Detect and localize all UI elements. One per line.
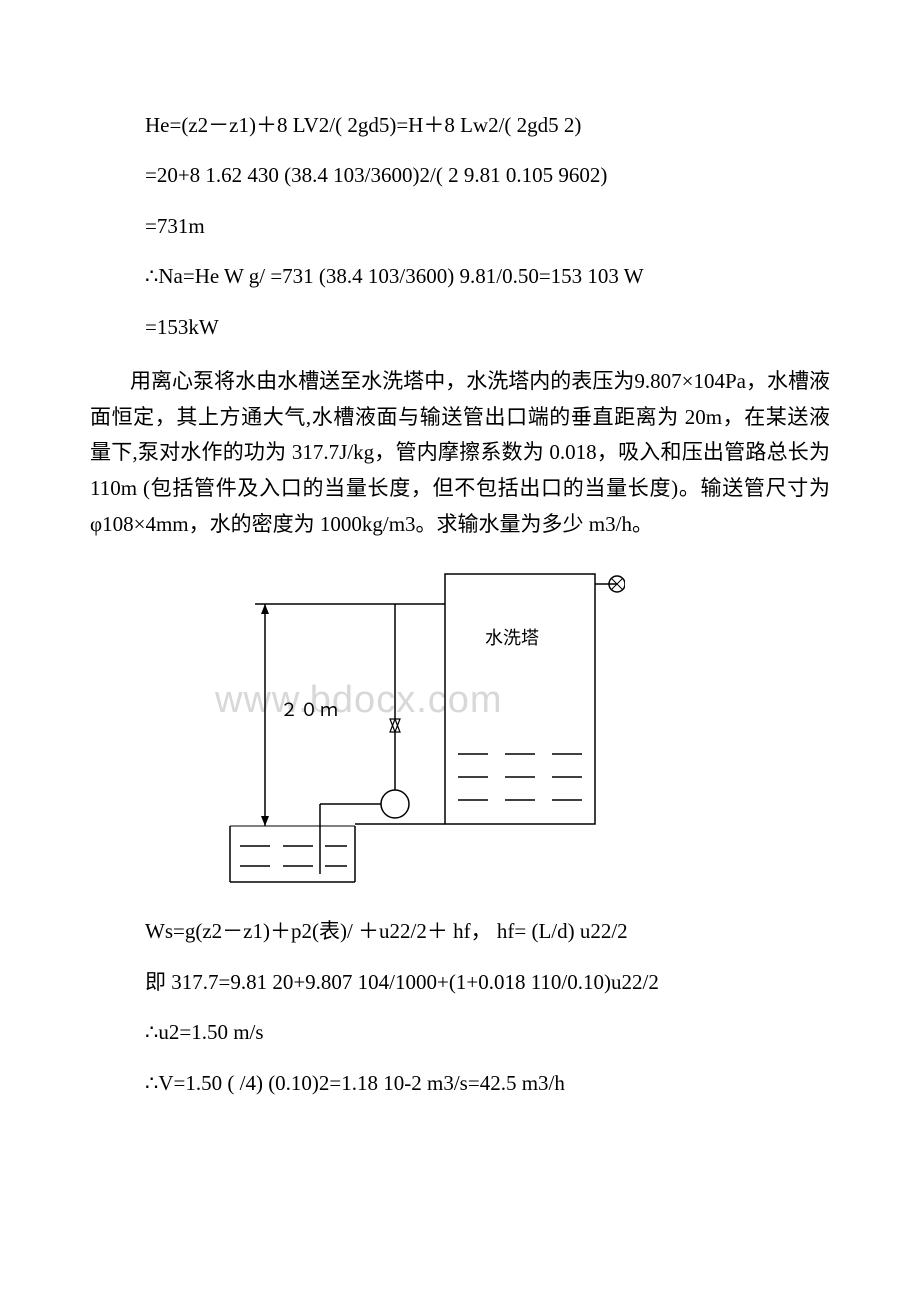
problem-statement: 用离心泵将水由水槽送至水洗塔中，水洗塔内的表压为9.807×104Pa，水槽液面… [90,364,830,542]
equation-line: =20+8 1.62 430 (38.4 103/3600)2/( 2 9.81… [145,150,830,200]
equation-line: Ws=g(z2－z1)＋p2(表)/ ＋u22/2＋ hf， hf= (L/d)… [145,906,830,956]
equation-line: ∴V=1.50 ( /4) (0.10)2=1.18 10-2 m3/s=42.… [145,1058,830,1108]
problem-body: 9.807×104Pa，水槽液面恒定，其上方通大气,水槽液面与输送管出口端的垂直… [90,369,830,536]
equation-line: 即 317.7=9.81 20+9.807 104/1000+(1+0.018 … [145,957,830,1007]
equation-line: ∴u2=1.50 m/s [145,1007,830,1057]
problem-indent: 用离心泵将水由水槽送至水洗塔中，水洗塔内的表压为 [130,369,634,393]
svg-text:水洗塔: 水洗塔 [485,628,539,648]
process-diagram: www.bdocx.com 水洗塔 [165,564,625,884]
svg-text:２０ｍ: ２０ｍ [280,700,340,720]
equation-line: He=(z2－z1)＋8 LV2/( 2gd5)=H＋8 Lw2/( 2gd5 … [145,100,830,150]
equation-line: =731m [145,201,830,251]
equation-line: =153kW [145,302,830,352]
equation-block-2: Ws=g(z2－z1)＋p2(表)/ ＋u22/2＋ hf， hf= (L/d)… [145,906,830,1108]
equation-block-1: He=(z2－z1)＋8 LV2/( 2gd5)=H＋8 Lw2/( 2gd5 … [145,100,830,352]
equation-line: ∴Na=He W g/ =731 (38.4 103/3600) 9.81/0.… [145,251,830,301]
